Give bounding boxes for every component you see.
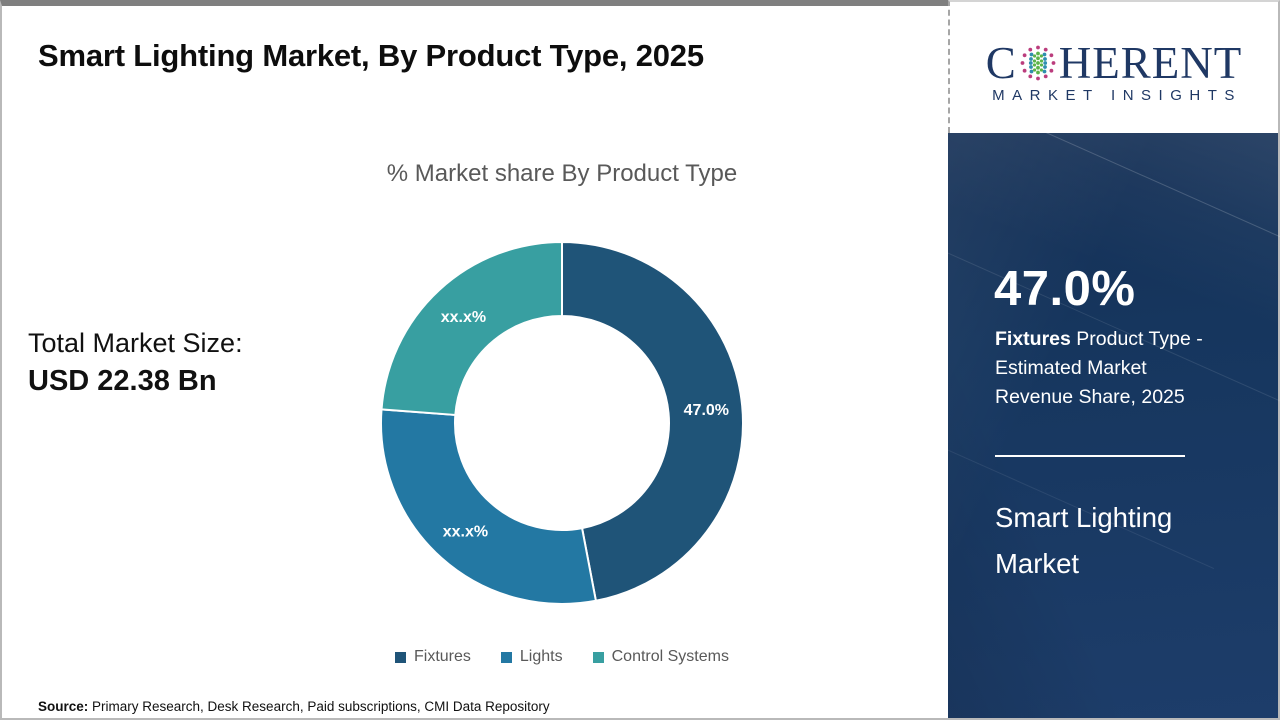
chart-subtitle: % Market share By Product Type bbox=[386, 160, 738, 187]
source-line: Source: Primary Research, Desk Research,… bbox=[38, 699, 550, 714]
source-label: Source: bbox=[38, 699, 89, 714]
sidebar-stat-rest: Product Type - Estimated Market Revenue … bbox=[995, 328, 1203, 408]
brand-letters-rest: HERENT bbox=[1058, 37, 1243, 88]
page-title: Smart Lighting Market, By Product Type, … bbox=[38, 38, 704, 73]
donut-slice-fixtures[interactable] bbox=[561, 240, 744, 602]
sidebar-market-name: Smart Lighting Market bbox=[995, 502, 1173, 579]
legend-label: Fixtures bbox=[414, 648, 471, 665]
total-market-label: Total Market Size: bbox=[28, 328, 243, 358]
logo-area: C bbox=[948, 0, 1280, 133]
source-text: Primary Research, Desk Research, Paid su… bbox=[88, 699, 550, 714]
donut-slice-lights[interactable] bbox=[380, 408, 598, 605]
highlight-sidebar: 47.0% Fixtures Product Type - Estimated … bbox=[948, 133, 1280, 720]
total-market-size: Total Market Size: USD 22.38 Bn bbox=[28, 328, 243, 398]
slice-label-lights: xx.x% bbox=[443, 524, 488, 541]
sidebar-stat-value: 47.0% bbox=[994, 262, 1136, 316]
legend-label: Lights bbox=[519, 648, 563, 665]
sidebar-divider bbox=[995, 455, 1185, 457]
legend-item-lights[interactable]: Lights bbox=[500, 648, 563, 666]
sidebar-stat-category: Fixtures bbox=[995, 328, 1071, 350]
total-market-value: USD 22.38 Bn bbox=[28, 365, 217, 397]
main-panel: Smart Lighting Market, By Product Type, … bbox=[0, 0, 948, 720]
sidebar-stat-description: Fixtures Product Type - Estimated Market… bbox=[995, 325, 1223, 412]
legend-item-control-systems[interactable]: Control Systems bbox=[592, 648, 729, 666]
slice-label-fixtures: 47.0% bbox=[684, 402, 729, 419]
legend-swatch-icon bbox=[395, 651, 406, 663]
globe-dots-icon bbox=[1020, 45, 1056, 80]
brand-letter-c: C bbox=[985, 37, 1017, 88]
legend-label: Control Systems bbox=[611, 648, 729, 665]
legend-item-fixtures[interactable]: Fixtures bbox=[395, 648, 471, 666]
brand-tagline: MARKET INSIGHTS bbox=[992, 86, 1242, 104]
donut-chart-wrap: 47.0% xx.x% xx.x% bbox=[377, 238, 747, 608]
slice-label-control-systems: xx.x% bbox=[441, 309, 486, 326]
donut-slice-control-systems[interactable] bbox=[380, 240, 563, 417]
chart-legend: Fixtures Lights Control Systems bbox=[242, 648, 882, 666]
brand-logo: C bbox=[985, 37, 1243, 88]
legend-swatch-icon bbox=[500, 651, 512, 663]
legend-swatch-icon bbox=[592, 651, 604, 663]
donut-chart: 47.0% xx.x% xx.x% bbox=[380, 240, 744, 605]
